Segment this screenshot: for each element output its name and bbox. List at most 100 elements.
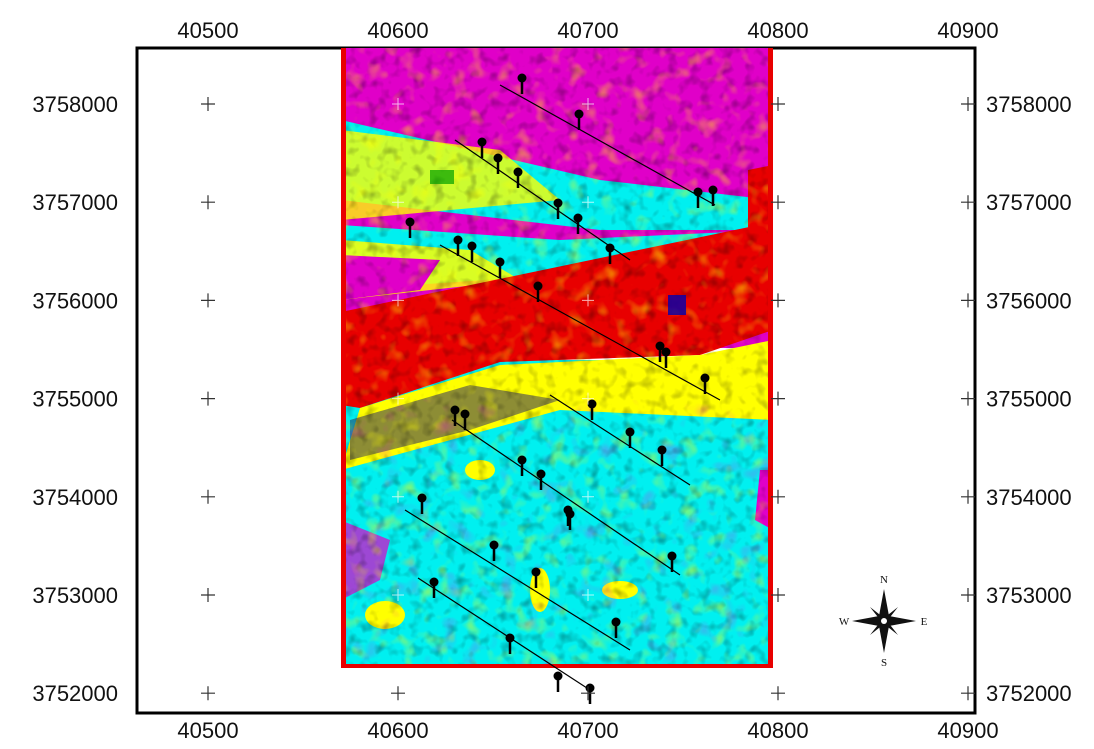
blue-patch bbox=[668, 295, 686, 315]
grid-cross bbox=[771, 686, 785, 701]
sample-pin-icon bbox=[661, 347, 671, 368]
sample-pin-icon bbox=[450, 405, 460, 426]
grid-cross bbox=[392, 589, 404, 601]
grid-cross bbox=[961, 391, 975, 406]
raster-right-edge bbox=[768, 48, 773, 668]
sample-pin-icon bbox=[429, 577, 439, 598]
sample-pin-icon bbox=[493, 153, 503, 174]
x-tick-label-top: 40600 bbox=[367, 18, 428, 43]
y-tick-label-left: 3757000 bbox=[32, 190, 118, 215]
grid-cross bbox=[771, 391, 785, 406]
grid-cross bbox=[582, 490, 594, 503]
profile-line bbox=[451, 419, 681, 576]
sample-pin-icon bbox=[405, 217, 415, 238]
sample-pin-icon bbox=[536, 469, 546, 490]
compass-n: N bbox=[880, 574, 888, 586]
x-tick-label-bottom: 40600 bbox=[367, 718, 428, 743]
grid-cross bbox=[582, 196, 594, 209]
grid-cross bbox=[961, 686, 975, 701]
grid-cross bbox=[582, 294, 594, 307]
x-tick-label-bottom: 40900 bbox=[937, 718, 998, 743]
profile-line bbox=[417, 577, 591, 691]
sample-pin-icon bbox=[553, 198, 563, 219]
y-tick-label-left: 3755000 bbox=[32, 387, 118, 412]
y-tick-label-left: 3752000 bbox=[32, 681, 118, 706]
grid-cross bbox=[201, 391, 215, 406]
sample-pin-icon bbox=[495, 257, 505, 278]
grid-cross bbox=[961, 195, 975, 210]
profile-line bbox=[439, 244, 721, 401]
x-tick-label-bottom: 40500 bbox=[177, 718, 238, 743]
compass-s: S bbox=[881, 657, 887, 669]
grid-cross bbox=[392, 98, 404, 110]
grid-cross bbox=[961, 588, 975, 602]
grid-cross bbox=[582, 589, 594, 601]
grid-cross bbox=[201, 588, 215, 602]
raster-bottom-edge bbox=[341, 664, 773, 668]
y-tick-label-right: 3758000 bbox=[986, 92, 1072, 117]
sample-pin-icon bbox=[505, 633, 515, 654]
sample-pin-icon bbox=[553, 671, 563, 692]
sample-pin-icon bbox=[533, 281, 543, 302]
sample-pin-icon bbox=[625, 427, 635, 448]
y-tick-label-left: 3753000 bbox=[32, 583, 118, 608]
x-axis-bottom: 40500 40600 40700 40800 40900 bbox=[177, 718, 998, 743]
compass-center bbox=[881, 618, 887, 624]
grid-cross bbox=[582, 392, 594, 405]
grid-cross bbox=[392, 490, 404, 503]
profile-line bbox=[549, 394, 691, 486]
profile-line bbox=[454, 139, 631, 261]
grid-cross bbox=[392, 294, 404, 307]
texture-magenta bbox=[341, 400, 773, 668]
x-axis-top: 40500 40600 40700 40800 40900 bbox=[177, 18, 998, 43]
compass-rose: N S E W bbox=[839, 574, 928, 669]
grid-cross bbox=[961, 293, 975, 308]
sample-pin-icon bbox=[574, 109, 584, 130]
x-tick-label-bottom: 40800 bbox=[747, 718, 808, 743]
sample-pin-icon bbox=[460, 409, 470, 430]
sample-pin-icon bbox=[531, 567, 541, 588]
green-patch bbox=[430, 170, 454, 184]
grid-cross bbox=[201, 97, 215, 111]
profile-line bbox=[404, 509, 631, 651]
y-axis-left: 3758000 3757000 3756000 3755000 3754000 37530… bbox=[32, 92, 118, 706]
grid-cross bbox=[201, 686, 215, 701]
sample-pin-icon bbox=[655, 341, 665, 362]
sample-pin-icon bbox=[517, 455, 527, 476]
sample-pin-icon bbox=[477, 137, 487, 158]
grid-cross bbox=[582, 98, 594, 110]
y-tick-label-right: 3755000 bbox=[986, 387, 1072, 412]
sample-pin-icon bbox=[513, 167, 523, 188]
sample-pin-icon bbox=[657, 445, 667, 466]
y-tick-label-left: 3754000 bbox=[32, 485, 118, 510]
sample-pin-icon bbox=[667, 551, 677, 572]
grid-cross bbox=[201, 489, 215, 504]
sample-pin-icon bbox=[573, 213, 583, 234]
grid-cross bbox=[771, 588, 785, 602]
y-tick-label-right: 3753000 bbox=[986, 583, 1072, 608]
grid-cross bbox=[391, 686, 405, 701]
profile-line bbox=[499, 84, 716, 206]
compass-e: E bbox=[921, 616, 928, 628]
sample-pin-icon bbox=[467, 241, 477, 262]
classified-image bbox=[341, 48, 773, 668]
sample-pin-icon bbox=[587, 399, 597, 420]
y-tick-label-right: 3757000 bbox=[986, 190, 1072, 215]
sample-pin-icon bbox=[417, 493, 427, 514]
x-tick-label-top: 40700 bbox=[557, 18, 618, 43]
y-tick-label-right: 3756000 bbox=[986, 288, 1072, 313]
x-tick-label-bottom: 40700 bbox=[557, 718, 618, 743]
sample-pin-icon bbox=[489, 540, 499, 561]
grid-cross bbox=[961, 489, 975, 504]
grid-cross bbox=[392, 392, 404, 405]
sample-pin-icon bbox=[708, 185, 718, 206]
sample-pin-icon bbox=[517, 73, 527, 94]
profile-lines bbox=[404, 84, 721, 691]
y-axis-right: 3758000 3757000 3756000 3755000 3754000 37530… bbox=[986, 92, 1072, 706]
y-tick-label-left: 3758000 bbox=[32, 92, 118, 117]
sample-pin-icon bbox=[693, 187, 703, 208]
x-tick-label-top: 40500 bbox=[177, 18, 238, 43]
y-tick-label-left: 3756000 bbox=[32, 288, 118, 313]
grid-cross bbox=[392, 196, 404, 209]
sample-pin-icon bbox=[565, 509, 575, 530]
